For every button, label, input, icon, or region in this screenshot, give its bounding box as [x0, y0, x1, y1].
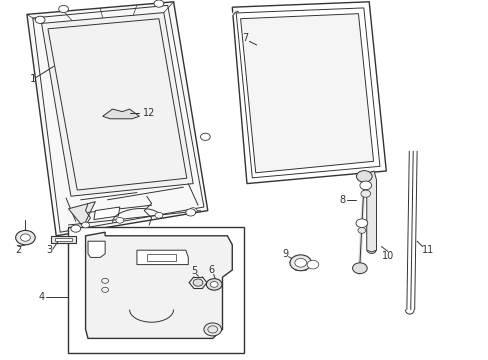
Polygon shape [41, 13, 193, 196]
Polygon shape [102, 109, 139, 119]
Circle shape [355, 219, 367, 228]
Polygon shape [55, 238, 72, 241]
Polygon shape [88, 241, 105, 257]
Circle shape [294, 258, 306, 267]
Text: 6: 6 [208, 265, 214, 275]
Polygon shape [366, 171, 376, 252]
Polygon shape [68, 202, 95, 227]
Text: 8: 8 [339, 195, 345, 205]
Circle shape [154, 0, 163, 7]
Circle shape [81, 222, 89, 228]
Circle shape [71, 225, 81, 232]
Circle shape [356, 171, 371, 182]
Circle shape [289, 255, 311, 271]
Text: 9: 9 [282, 249, 287, 259]
Circle shape [200, 133, 210, 140]
Circle shape [35, 16, 45, 23]
Polygon shape [85, 232, 232, 338]
Circle shape [185, 209, 195, 216]
Circle shape [357, 228, 365, 233]
Polygon shape [51, 236, 76, 243]
Circle shape [359, 181, 371, 190]
Text: 5: 5 [191, 266, 197, 276]
Polygon shape [240, 14, 373, 173]
Circle shape [352, 263, 366, 274]
Polygon shape [146, 254, 176, 261]
Polygon shape [137, 250, 188, 265]
Circle shape [189, 208, 197, 213]
Circle shape [206, 279, 222, 290]
Polygon shape [94, 207, 120, 220]
Polygon shape [68, 227, 244, 353]
Text: 3: 3 [46, 245, 52, 255]
Circle shape [306, 260, 318, 269]
Circle shape [16, 230, 35, 245]
Circle shape [210, 282, 218, 287]
Polygon shape [27, 2, 207, 236]
Text: 4: 4 [39, 292, 44, 302]
Circle shape [116, 217, 123, 223]
Circle shape [59, 5, 68, 13]
Text: 11: 11 [421, 245, 433, 255]
Circle shape [203, 323, 221, 336]
Circle shape [193, 279, 203, 286]
Circle shape [155, 212, 163, 218]
Text: 12: 12 [142, 108, 155, 118]
Text: 2: 2 [16, 245, 21, 255]
Circle shape [360, 190, 370, 197]
Text: 1: 1 [30, 74, 37, 84]
Circle shape [20, 234, 30, 241]
Text: 10: 10 [381, 251, 393, 261]
Text: 7: 7 [242, 33, 248, 43]
